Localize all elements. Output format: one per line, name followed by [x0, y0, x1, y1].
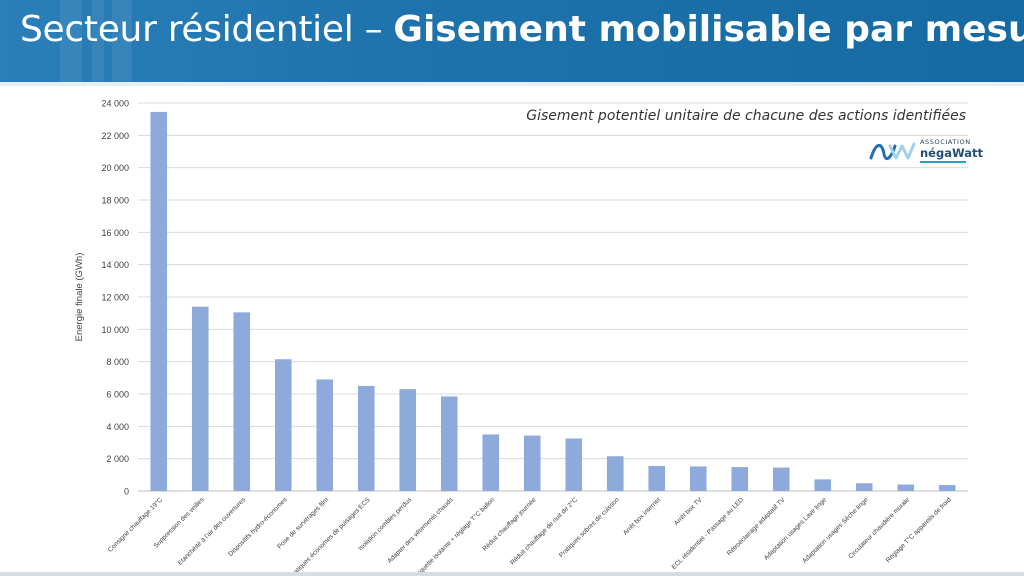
bar [648, 465, 666, 491]
bar [855, 483, 873, 491]
bar [606, 456, 624, 491]
x-tick-label: Adapter des vêtements chauds [386, 496, 455, 565]
y-axis-label: Energie finale (GWh) [74, 253, 85, 342]
bar [938, 485, 956, 491]
bar [150, 111, 168, 492]
x-tick-label: Réduit chauffage de nuit de 2°C [508, 496, 579, 567]
negawatt-logo-icon [869, 142, 916, 160]
bar [565, 438, 583, 491]
logo-association-text: ASSOCIATION [920, 138, 971, 146]
x-tick-label: Arrêt box internet [622, 496, 662, 536]
page-title-separator: – [353, 9, 394, 50]
y-tick-label: 20 000 [101, 163, 129, 173]
x-tick-label: Arrêt box TV [673, 496, 704, 527]
x-tick-label: Réglage T°C appareils de froid [884, 495, 953, 564]
y-tick-label: 24 000 [101, 99, 129, 109]
y-tick-label: 8 000 [106, 357, 129, 367]
y-tick-label: 10 000 [101, 325, 129, 335]
bar [689, 466, 707, 491]
logo-underline [920, 161, 966, 163]
bar [191, 306, 209, 491]
page-title-light: Secteur résidentiel [20, 9, 354, 50]
y-tick-label: 6 000 [106, 390, 129, 400]
banner-decoration [92, 0, 104, 82]
x-tick-label: Adaptation usages Sèche linge [801, 496, 870, 565]
x-tick-label: ECL résidentiel - Passage au LED [671, 496, 746, 571]
y-tick-label: 2 000 [106, 454, 129, 464]
banner-decoration [60, 0, 82, 82]
bar [274, 359, 292, 491]
x-tick-label: Jaquette isolante + réglage T°C ballon [412, 495, 496, 576]
bar [523, 435, 541, 491]
y-tick-label: 18 000 [101, 196, 129, 206]
bar [357, 385, 375, 491]
header-banner: Secteur résidentiel – Gisement mobilisab… [0, 0, 1024, 82]
logo-name-text: négaWatt [920, 146, 984, 160]
bar [399, 389, 417, 491]
bar [482, 434, 500, 491]
y-tick-label: 22 000 [101, 131, 129, 141]
page-title-bold: Gisement mobilisable par mesure [393, 9, 1024, 50]
y-tick-label: 12 000 [101, 293, 129, 303]
bar [440, 396, 458, 491]
y-tick-label: 0 [124, 487, 129, 497]
negawatt-logo: ASSOCIATION négaWatt [868, 136, 983, 164]
bar [814, 479, 832, 491]
bar [316, 379, 334, 491]
bar [731, 467, 749, 491]
banner-shadow [0, 82, 1024, 86]
chart-title: Gisement potentiel unitaire de chacune d… [526, 108, 966, 124]
banner-decoration [112, 0, 132, 82]
y-tick-label: 14 000 [101, 260, 129, 270]
bar [772, 467, 790, 491]
page-title: Secteur résidentiel – Gisement mobilisab… [20, 8, 1024, 52]
bar [897, 484, 915, 491]
bar [233, 312, 251, 491]
y-tick-label: 16 000 [101, 228, 129, 238]
x-tick-label: Pratiques économes de puisages ECS [288, 496, 372, 576]
footer-bar [0, 572, 1024, 576]
x-tick-label: Etanchéité à l'air des ouvertures [177, 496, 248, 567]
y-tick-label: 4 000 [106, 422, 129, 432]
